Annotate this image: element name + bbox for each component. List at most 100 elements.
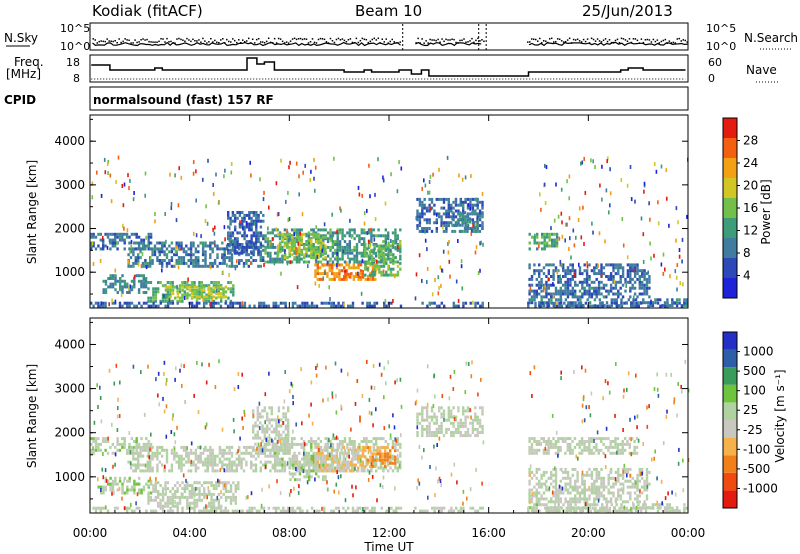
power-cell	[559, 280, 562, 284]
power-cell	[276, 244, 280, 248]
power-noise-cell	[287, 190, 289, 195]
power-cell	[219, 292, 223, 296]
power-noise-cell	[586, 261, 588, 266]
velocity-cell	[310, 440, 313, 443]
velocity-cell	[530, 497, 534, 501]
velocity-cell	[210, 492, 213, 496]
power-cell	[387, 234, 390, 238]
power-cell	[174, 296, 177, 300]
power-cell	[469, 197, 472, 201]
velocity-cell	[273, 448, 276, 452]
velocity-cell	[277, 439, 281, 443]
power-cell	[206, 244, 210, 248]
power-cell	[351, 251, 354, 255]
velocity-cell	[418, 421, 422, 425]
power-cell	[435, 304, 439, 308]
power-noise-cell	[424, 229, 426, 234]
velocity-cell	[141, 469, 145, 473]
velocity-cell	[199, 460, 202, 464]
power-cell	[617, 304, 621, 308]
power-cell	[307, 260, 311, 264]
velocity-cell	[149, 491, 153, 495]
search-noise-point	[483, 40, 485, 43]
power-cell	[176, 299, 179, 303]
velocity-cell	[145, 437, 148, 441]
power-noise-cell	[475, 245, 478, 250]
power-cell	[348, 234, 351, 238]
velocity-cell	[270, 409, 273, 413]
search-noise-point	[325, 41, 328, 43]
power-cell	[442, 200, 446, 204]
velocity-cell	[282, 406, 285, 410]
power-noise-cell	[423, 178, 425, 183]
power-cell	[474, 203, 477, 207]
power-cell	[442, 212, 446, 216]
power-cell	[118, 301, 122, 305]
power-cell	[591, 304, 595, 308]
velocity-cell	[621, 445, 624, 449]
power-cell	[151, 261, 154, 265]
power-cell	[343, 234, 347, 238]
velocity-cell	[319, 460, 323, 464]
power-noise-cell	[106, 162, 109, 166]
velocity-cell	[289, 478, 292, 482]
velocity-cell	[457, 421, 460, 425]
velocity-cell	[338, 442, 342, 446]
velocity-cell	[609, 440, 612, 443]
velocity-cell	[628, 451, 631, 455]
velocity-cell	[447, 418, 450, 422]
velocity-cell	[321, 469, 324, 473]
power-cell	[613, 298, 616, 302]
velocity-cell	[535, 448, 538, 452]
power-cell	[663, 301, 667, 305]
velocity-cell	[156, 448, 159, 452]
power-cell	[142, 291, 145, 294]
power-cell	[181, 293, 184, 297]
search-noise-point	[273, 37, 276, 40]
power-cell	[158, 259, 161, 262]
power-cell	[394, 237, 397, 241]
velocity-cell	[238, 454, 241, 458]
velocity-cell	[109, 445, 112, 449]
velocity-cell	[174, 484, 177, 488]
power-cell	[284, 253, 287, 257]
power-cell	[153, 247, 157, 251]
velocity-cell	[254, 433, 257, 437]
power-cell	[310, 247, 313, 251]
velocity-cell	[370, 469, 373, 473]
power-cell	[262, 304, 266, 308]
velocity-cell	[266, 448, 270, 452]
power-cell	[142, 277, 145, 280]
search-noise-point	[578, 40, 581, 42]
power-cell	[457, 304, 460, 308]
velocity-cell	[186, 484, 189, 488]
velocity-cell	[209, 451, 212, 455]
velocity-cell	[303, 457, 306, 461]
velocity-cell	[578, 442, 581, 446]
power-cell	[170, 264, 174, 268]
velocity-cell	[474, 427, 477, 431]
velocity-cell	[213, 469, 217, 473]
velocity-cell	[317, 437, 320, 441]
velocity-cell	[561, 437, 565, 441]
velocity-cell	[361, 460, 365, 464]
velocity-cell	[321, 460, 324, 464]
search-noise-point	[562, 41, 565, 43]
power-cell	[104, 279, 108, 283]
power-cell	[541, 235, 544, 239]
search-noise-point	[568, 37, 571, 40]
search-noise-point	[556, 38, 559, 40]
velocity-cell	[129, 466, 133, 470]
power-cell	[243, 245, 246, 249]
power-cell	[428, 203, 431, 207]
power-cell	[114, 288, 117, 292]
power-cell	[617, 292, 620, 296]
power-cell	[571, 277, 574, 281]
velocity-cell	[106, 440, 110, 443]
search-noise-point	[600, 41, 603, 43]
velocity-cell	[242, 469, 246, 473]
velocity-cell	[208, 504, 211, 508]
power-cell	[569, 283, 572, 287]
search-noise-point	[303, 38, 306, 40]
power-cell	[278, 237, 282, 241]
